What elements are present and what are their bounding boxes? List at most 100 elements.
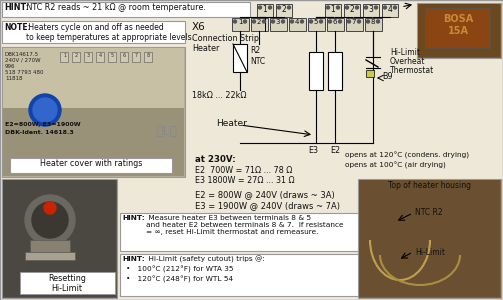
- Text: 3: 3: [369, 5, 373, 14]
- Text: DBK14617.5: DBK14617.5: [5, 52, 39, 57]
- Bar: [270, 18, 287, 31]
- Text: NTC R2 reads ~ 21 kΩ @ room temperature.: NTC R2 reads ~ 21 kΩ @ room temperature.: [24, 4, 206, 13]
- Text: 2: 2: [257, 19, 261, 25]
- Text: opens at 100°C (air drying): opens at 100°C (air drying): [345, 162, 446, 169]
- Circle shape: [309, 20, 312, 23]
- Text: HINT:: HINT:: [122, 215, 145, 221]
- Text: Heater: Heater: [216, 119, 247, 128]
- Circle shape: [233, 20, 236, 23]
- Text: Thermostat: Thermostat: [390, 66, 434, 75]
- Bar: [3, 48, 184, 108]
- Text: 11818: 11818: [5, 76, 23, 81]
- Bar: [328, 52, 342, 90]
- Bar: [257, 4, 273, 17]
- Bar: [425, 8, 490, 48]
- Text: Heaters cycle on and off as needed
to keep temperatures at appropriate levels.: Heaters cycle on and off as needed to ke…: [26, 22, 194, 42]
- Bar: [20, 272, 115, 294]
- Bar: [382, 4, 398, 17]
- Text: 1: 1: [63, 53, 66, 58]
- Bar: [276, 4, 292, 17]
- Text: E2: E2: [330, 146, 340, 155]
- Circle shape: [367, 20, 370, 23]
- Bar: [289, 18, 306, 31]
- Bar: [359, 180, 500, 297]
- Circle shape: [29, 94, 61, 126]
- Text: Top of heater housing: Top of heater housing: [388, 181, 471, 190]
- Bar: [84, 52, 92, 62]
- Bar: [3, 48, 184, 176]
- Text: 18kΩ ... 22kΩ: 18kΩ ... 22kΩ: [192, 91, 246, 100]
- Circle shape: [358, 20, 361, 23]
- Circle shape: [339, 20, 342, 23]
- Circle shape: [300, 20, 303, 23]
- Text: X6: X6: [192, 22, 206, 32]
- Circle shape: [393, 6, 396, 9]
- Text: at 230V:: at 230V:: [195, 155, 235, 164]
- Bar: [2, 47, 185, 177]
- Bar: [365, 18, 382, 31]
- Bar: [309, 52, 323, 90]
- Bar: [72, 52, 80, 62]
- Circle shape: [377, 20, 379, 23]
- Text: E3 1800W = 27Ω ... 31 Ω: E3 1800W = 27Ω ... 31 Ω: [195, 176, 295, 185]
- Text: 240V / 270W: 240V / 270W: [5, 58, 41, 63]
- Text: R2: R2: [250, 46, 260, 55]
- Text: •   100°C (212°F) for WTA 35: • 100°C (212°F) for WTA 35: [126, 266, 233, 273]
- Circle shape: [263, 20, 266, 23]
- Text: NOTE:: NOTE:: [4, 22, 31, 32]
- Text: Heater cover with ratings: Heater cover with ratings: [40, 159, 142, 168]
- Text: 1: 1: [263, 5, 268, 14]
- Bar: [2, 21, 185, 43]
- Bar: [325, 4, 341, 17]
- Text: Measure heater E3 between terminals 8 & 5
and heater E2 between terminals 8 & 7.: Measure heater E3 between terminals 8 & …: [146, 215, 344, 235]
- Text: Hi-Limit: Hi-Limit: [415, 248, 445, 257]
- Circle shape: [288, 6, 291, 9]
- Bar: [366, 70, 374, 77]
- Bar: [308, 18, 325, 31]
- Text: 7: 7: [135, 53, 138, 58]
- Text: 6: 6: [123, 53, 126, 58]
- Circle shape: [383, 6, 386, 9]
- Bar: [25, 252, 75, 260]
- Bar: [96, 52, 104, 62]
- Circle shape: [346, 6, 349, 9]
- Bar: [120, 213, 358, 251]
- Text: 2: 2: [75, 53, 78, 58]
- Text: 2: 2: [282, 5, 286, 14]
- Bar: [358, 179, 501, 298]
- Text: 3: 3: [276, 19, 280, 25]
- Text: B9: B9: [382, 72, 393, 81]
- Circle shape: [365, 6, 368, 9]
- Text: E2=800W, E3=1900W: E2=800W, E3=1900W: [5, 122, 80, 127]
- Text: DBK-Ident. 14618.3: DBK-Ident. 14618.3: [5, 130, 74, 135]
- Circle shape: [282, 20, 285, 23]
- Text: Hi-Limit (safety cutout) trips @:: Hi-Limit (safety cutout) trips @:: [146, 256, 265, 263]
- Text: 4: 4: [388, 5, 392, 14]
- Bar: [327, 18, 344, 31]
- Text: 518 7793 480: 518 7793 480: [5, 70, 43, 75]
- Text: 7: 7: [352, 19, 356, 25]
- Text: NTC: NTC: [250, 57, 265, 66]
- Bar: [144, 52, 152, 62]
- Text: E3: E3: [308, 146, 318, 155]
- Text: ⓄL⸚: ⓄL⸚: [155, 125, 177, 138]
- Text: E2 = 800W @ 240V (draws ~ 3A): E2 = 800W @ 240V (draws ~ 3A): [195, 190, 335, 199]
- Text: NTC R2: NTC R2: [415, 208, 443, 217]
- Bar: [60, 52, 68, 62]
- Bar: [120, 254, 358, 296]
- Circle shape: [326, 6, 329, 9]
- Text: 996: 996: [5, 64, 16, 69]
- Circle shape: [272, 20, 275, 23]
- Circle shape: [337, 6, 340, 9]
- Circle shape: [259, 6, 262, 9]
- Text: Overheat: Overheat: [390, 57, 426, 66]
- Text: 5: 5: [314, 19, 318, 25]
- Text: 1: 1: [330, 5, 336, 14]
- Text: 4: 4: [295, 19, 299, 25]
- Bar: [344, 4, 360, 17]
- Text: 2: 2: [350, 5, 355, 14]
- Bar: [251, 18, 268, 31]
- Text: 6: 6: [333, 19, 337, 25]
- Text: Resetting
Hi-Limit: Resetting Hi-Limit: [48, 274, 86, 293]
- Text: 8: 8: [147, 53, 150, 58]
